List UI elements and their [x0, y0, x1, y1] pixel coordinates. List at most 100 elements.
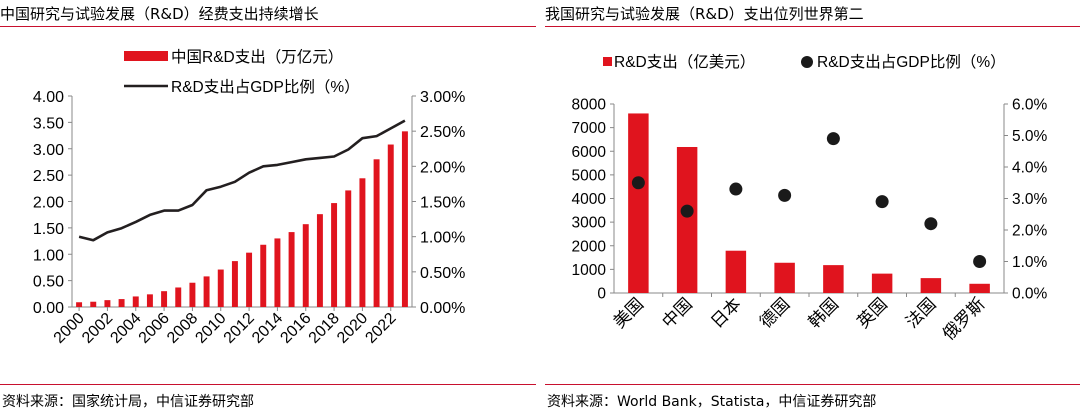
x-tick-label: 2006: [136, 310, 173, 347]
rd-spending-bar: [189, 282, 196, 307]
y-left-tick-label: 0.50: [33, 274, 64, 291]
x-tick-label: 2012: [221, 310, 258, 347]
x-tick-label: 2022: [362, 310, 399, 347]
y-right-tick-label: 2.0%: [1012, 223, 1048, 240]
country-rd-bar: [774, 262, 795, 293]
y-left-tick-label: 2000: [572, 238, 607, 255]
rd-spending-bar: [260, 244, 267, 307]
right-source-note: 资料来源：World Bank，Statista，中信证券研究部: [547, 394, 877, 410]
x-tick-label: 2018: [306, 310, 343, 347]
rd-spending-bar: [387, 144, 394, 307]
legend-line-label: R&D支出占GDP比例（%）: [171, 78, 360, 96]
right-bottom-rule: [545, 384, 1080, 385]
y-left-tick-label: 0.00: [33, 300, 64, 317]
y-left-tick-label: 3000: [572, 215, 607, 232]
country-rd-bar: [823, 265, 844, 293]
x-tick-label: 2010: [192, 310, 229, 347]
y-right-tick-label: 6.0%: [1012, 97, 1048, 114]
y-left-tick-label: 1.50: [33, 221, 64, 238]
country-label: 德国: [756, 294, 793, 331]
left-chart-svg: 0.00 0.50 1.00 1.50 2.00 2.50 3.00 3.50 4.00 0.00…: [33, 48, 466, 347]
rd-spending-bar: [104, 300, 111, 307]
country-gdp-ratio-dot: [826, 132, 840, 146]
country-label: 法国: [902, 294, 939, 331]
gdp-ratio-line: [78, 119, 406, 242]
left-chart-panel: 中国研究与试验发展（R&D）经费支出持续增长 0.00 0.50 1.00 1.50 2…: [0, 0, 536, 415]
country-gdp-ratio-dot: [778, 188, 792, 202]
y-right-tick-label: 3.0%: [1012, 191, 1048, 208]
country-gdp-ratio-dot: [973, 255, 987, 268]
rd-spending-bar: [175, 287, 182, 307]
legend-dot-swatch: [801, 56, 813, 68]
rd-spending-bar: [274, 238, 281, 307]
left-top-rule: [0, 26, 536, 27]
y-right-tick-label: 1.50%: [420, 195, 465, 212]
y-right-tick-label: 0.50%: [420, 265, 465, 282]
rd-spending-bar: [316, 214, 323, 307]
x-tick-label: 2002: [79, 310, 116, 347]
y-left-tick-label: 1000: [572, 262, 607, 279]
country-rd-bar: [628, 113, 649, 293]
rd-spending-bar: [118, 299, 125, 307]
country-rd-bar: [725, 250, 747, 293]
rd-spending-bar: [132, 296, 139, 307]
y-right-tick-label: 0.00%: [420, 300, 465, 317]
rd-spending-bar: [373, 159, 380, 307]
y-left-tick-label: 6000: [572, 144, 607, 161]
left-chart-title: 中国研究与试验发展（R&D）经费支出持续增长: [0, 5, 319, 23]
y-right-tick-label: 3.00%: [420, 89, 465, 106]
y-right-tick-label: 4.0%: [1012, 160, 1048, 177]
rd-spending-bar: [203, 276, 210, 307]
rd-spending-bar: [331, 203, 338, 307]
y-left-tick-label: 5000: [572, 167, 607, 184]
rd-spending-bar: [146, 294, 153, 307]
rd-spending-bar: [345, 190, 352, 307]
x-tick-label: 2016: [277, 310, 314, 347]
legend-bar-swatch: [603, 57, 612, 66]
legend-bar-label: 中国R&D支出（万亿元）: [171, 48, 343, 66]
rd-spending-bar: [217, 269, 224, 307]
country-gdp-ratio-dot: [875, 195, 889, 209]
y-right-tick-label: 0.0%: [1012, 286, 1048, 303]
right-chart-svg: 0 1000 2000 3000 4000 5000 6000 7000 8000 0.0% 1.0…: [572, 53, 1048, 344]
country-label: 中国: [658, 294, 695, 331]
country-gdp-ratio-dot: [924, 217, 938, 231]
country-label: 俄罗斯: [939, 294, 988, 343]
x-tick-label: 2014: [249, 310, 286, 347]
y-left-tick-label: 7000: [572, 120, 607, 137]
y-left-tick-label: 1.00: [33, 247, 64, 264]
y-left-tick-label: 4000: [572, 191, 607, 208]
y-right-tick-label: 2.00%: [420, 159, 465, 176]
country-label: 日本: [707, 294, 744, 331]
legend-bar-label: R&D支出（亿美元）: [614, 53, 755, 71]
rd-spending-bar: [76, 302, 83, 307]
rd-spending-bar: [90, 301, 97, 307]
right-chart-title: 我国研究与试验发展（R&D）支出位列世界第二: [545, 5, 864, 23]
country-rd-bar: [676, 146, 698, 293]
y-left-tick-label: 4.00: [33, 89, 64, 106]
right-chart-panel: 我国研究与试验发展（R&D）支出位列世界第二 0 1000 2000 3000 4000…: [545, 0, 1080, 415]
country-gdp-ratio-dot: [631, 176, 645, 190]
left-source-note: 资料来源：国家统计局，中信证券研究部: [2, 394, 254, 410]
country-gdp-ratio-dot: [680, 204, 694, 218]
country-rd-bar: [969, 283, 990, 293]
y-left-tick-label: 3.50: [33, 115, 64, 132]
rd-spending-bar: [231, 261, 238, 307]
y-right-tick-label: 5.0%: [1012, 128, 1048, 145]
left-bottom-rule: [0, 384, 536, 385]
rd-spending-bar: [288, 232, 295, 307]
y-left-tick-label: 2.00: [33, 195, 64, 212]
y-left-tick-label: 0: [597, 286, 606, 303]
rd-spending-bar: [359, 178, 366, 307]
country-label: 英国: [853, 294, 890, 331]
rd-spending-bar: [302, 224, 309, 307]
country-rd-bar: [871, 273, 893, 293]
y-right-tick-label: 2.50%: [420, 124, 465, 141]
legend-bar-swatch: [124, 51, 168, 61]
y-right-tick-label: 1.0%: [1012, 254, 1048, 271]
y-left-tick-label: 8000: [572, 97, 607, 114]
y-left-tick-label: 2.50: [33, 168, 64, 185]
rd-spending-bar: [401, 131, 408, 307]
right-top-rule: [545, 26, 1080, 27]
country-label: 美国: [610, 294, 647, 331]
